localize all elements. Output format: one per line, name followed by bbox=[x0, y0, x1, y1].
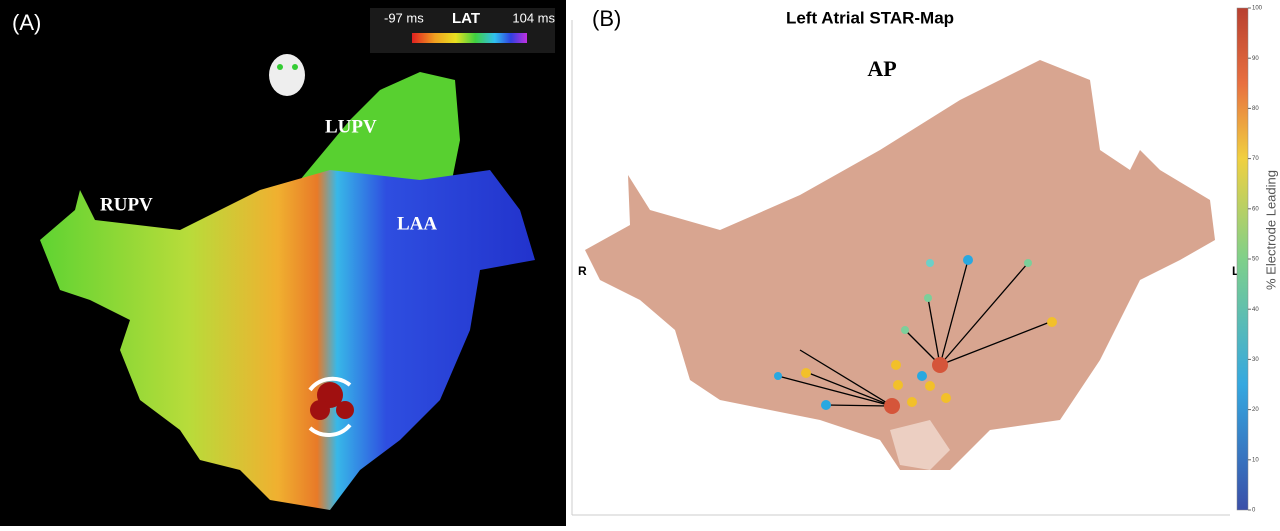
lat-min: -97 ms bbox=[384, 10, 424, 25]
colorbar-tick-label: 0 bbox=[1252, 508, 1256, 514]
colorbar-tick-label: 70 bbox=[1252, 156, 1259, 162]
side-label: R bbox=[578, 264, 587, 278]
eye bbox=[277, 64, 283, 70]
colorbar-tick-label: 10 bbox=[1252, 457, 1259, 463]
panel-label: (A) bbox=[12, 10, 41, 35]
colorbar-tick-label: 80 bbox=[1252, 106, 1259, 112]
view-label: AP bbox=[867, 56, 896, 81]
figure: -97 ms LAT 104 ms (A) LUPV RUPV LAA (B) … bbox=[0, 0, 1280, 526]
colorbar-tick-label: 20 bbox=[1252, 407, 1259, 413]
rotor bbox=[310, 400, 330, 420]
lat-title: LAT bbox=[452, 10, 480, 27]
lat-max: 104 ms bbox=[512, 10, 555, 25]
colorbar-title: % Electrode Leading bbox=[1263, 170, 1278, 290]
rotor bbox=[336, 401, 354, 419]
colorbar-tick-label: 50 bbox=[1252, 257, 1259, 263]
orientation-head bbox=[269, 54, 305, 96]
page: {"panel_a": {"label": "(A)", "lat_min": … bbox=[0, 0, 1280, 526]
region-label: RUPV bbox=[100, 194, 153, 215]
eye bbox=[292, 64, 298, 70]
colorbar-tick-label: 60 bbox=[1252, 206, 1259, 212]
panel-label: (B) bbox=[592, 6, 621, 31]
chart-title: Left Atrial STAR-Map bbox=[786, 8, 954, 27]
colorbar-tick-label: 30 bbox=[1252, 357, 1259, 363]
colorbar-tick-label: 90 bbox=[1252, 56, 1259, 62]
colorbar-tick-label: 40 bbox=[1252, 307, 1259, 313]
atrium-shell bbox=[585, 60, 1215, 470]
region-label: LUPV bbox=[325, 116, 377, 137]
lat-colorbar bbox=[412, 33, 527, 43]
colorbar bbox=[1237, 8, 1248, 510]
region-label: LAA bbox=[397, 213, 437, 234]
colorbar-tick-label: 100 bbox=[1252, 6, 1263, 12]
